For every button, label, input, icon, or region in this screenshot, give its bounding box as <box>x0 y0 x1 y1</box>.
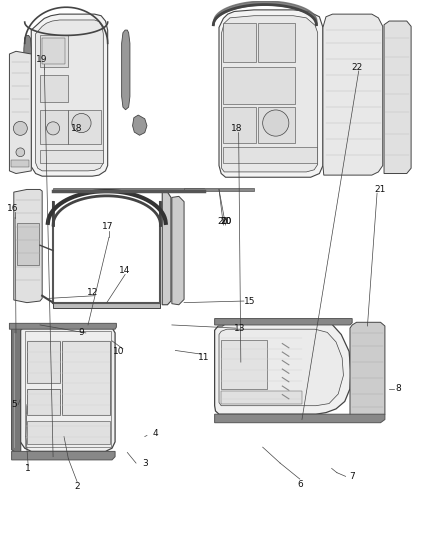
Polygon shape <box>222 15 318 172</box>
Polygon shape <box>27 341 60 383</box>
Text: 14: 14 <box>120 266 131 275</box>
Polygon shape <box>27 421 110 445</box>
Polygon shape <box>10 51 31 174</box>
Polygon shape <box>384 21 411 174</box>
Text: 8: 8 <box>395 384 401 393</box>
Circle shape <box>13 122 27 135</box>
Polygon shape <box>223 67 295 104</box>
Circle shape <box>263 110 289 136</box>
Text: 11: 11 <box>198 353 209 362</box>
Text: 15: 15 <box>244 296 255 305</box>
Polygon shape <box>219 10 323 177</box>
Text: 1: 1 <box>25 464 31 473</box>
Polygon shape <box>31 14 108 176</box>
Text: 6: 6 <box>297 480 303 489</box>
Polygon shape <box>12 451 115 460</box>
Text: 18: 18 <box>71 124 83 133</box>
Polygon shape <box>40 110 68 144</box>
Text: 7: 7 <box>349 472 355 481</box>
Text: 20: 20 <box>220 217 231 226</box>
Polygon shape <box>42 38 65 63</box>
Text: 10: 10 <box>113 347 124 356</box>
Polygon shape <box>172 196 184 305</box>
Polygon shape <box>215 321 351 414</box>
Text: 5: 5 <box>11 400 17 409</box>
Polygon shape <box>11 160 29 167</box>
Polygon shape <box>258 23 295 62</box>
Polygon shape <box>24 35 31 107</box>
Polygon shape <box>40 35 68 67</box>
Polygon shape <box>350 322 385 417</box>
Polygon shape <box>17 223 39 265</box>
Polygon shape <box>14 189 42 303</box>
Polygon shape <box>20 325 115 451</box>
Circle shape <box>16 148 25 157</box>
Polygon shape <box>122 30 130 110</box>
Text: 16: 16 <box>7 204 19 213</box>
Polygon shape <box>12 326 21 453</box>
Polygon shape <box>53 303 160 308</box>
Circle shape <box>46 122 60 135</box>
Polygon shape <box>10 324 117 329</box>
Text: 2: 2 <box>74 482 80 491</box>
Polygon shape <box>62 341 110 415</box>
Polygon shape <box>215 319 352 325</box>
Polygon shape <box>258 107 295 143</box>
Polygon shape <box>40 75 68 102</box>
Polygon shape <box>68 110 101 144</box>
Polygon shape <box>223 107 256 143</box>
Polygon shape <box>221 391 302 403</box>
Text: 20: 20 <box>218 217 229 226</box>
Polygon shape <box>223 23 256 62</box>
Polygon shape <box>323 14 383 175</box>
Text: 22: 22 <box>351 63 362 72</box>
Polygon shape <box>162 192 171 305</box>
Polygon shape <box>53 188 204 191</box>
Polygon shape <box>35 20 103 171</box>
Polygon shape <box>184 188 254 191</box>
Text: 4: 4 <box>153 430 159 438</box>
Circle shape <box>72 114 91 133</box>
Text: 17: 17 <box>102 222 113 231</box>
Text: 12: 12 <box>87 287 98 296</box>
Polygon shape <box>221 340 267 389</box>
Text: 19: 19 <box>36 55 48 64</box>
Text: 13: 13 <box>234 324 246 333</box>
Polygon shape <box>27 389 60 415</box>
Text: 9: 9 <box>78 328 85 337</box>
Text: 18: 18 <box>231 124 242 133</box>
Polygon shape <box>223 147 317 163</box>
Text: 3: 3 <box>142 458 148 467</box>
Text: 20: 20 <box>220 217 231 226</box>
Polygon shape <box>219 329 343 406</box>
Text: 21: 21 <box>375 185 386 194</box>
Polygon shape <box>25 332 111 447</box>
Polygon shape <box>133 115 147 135</box>
Polygon shape <box>40 150 103 163</box>
Polygon shape <box>215 414 385 423</box>
